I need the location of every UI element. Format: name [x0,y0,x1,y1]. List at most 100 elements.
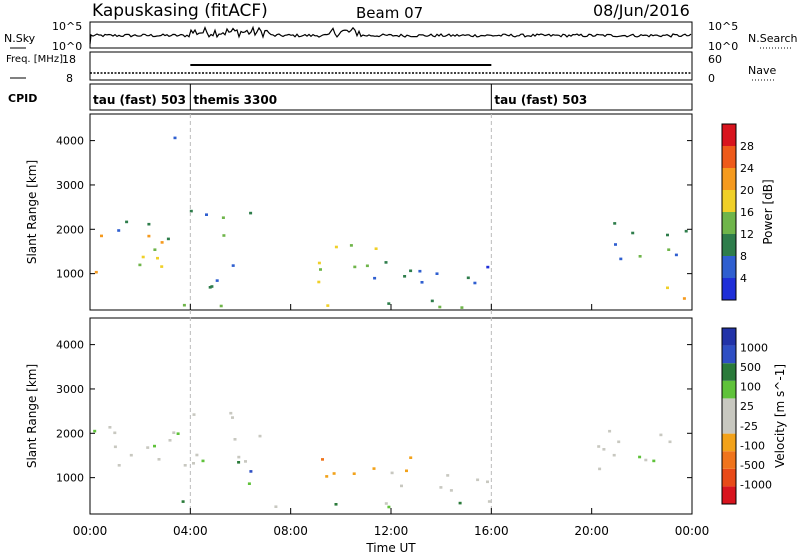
colorbar-frame [721,123,737,301]
range-cell [430,299,434,303]
range-cell [458,501,462,505]
range-cell [326,304,330,307]
x-tick-label: 04:00 [173,524,208,538]
range-cell [631,231,635,235]
range-cell [638,455,642,459]
noise-left-tick-bottom: 10^0 [52,40,82,53]
range-cell [682,297,686,300]
range-cell [192,462,195,465]
range-cell [172,431,176,434]
x-tick-label: 12:00 [374,524,409,538]
range-cell [231,264,235,267]
noise-left-tick-top: 10^5 [52,20,82,33]
range-cell [365,264,369,268]
colorbar-tick-label: -500 [740,459,765,472]
range-cell [384,502,388,505]
range-cell [598,467,602,471]
range-cell [659,433,663,437]
colorbar-tick-label: -25 [740,420,758,433]
range-cell [237,455,241,459]
colorbar-swatch [722,486,736,504]
colorbar-swatch [722,380,736,399]
range-cell [409,456,413,459]
freq-label: Freq. [MHz] [6,54,63,65]
range-cell [156,256,159,260]
range-cell [219,304,223,308]
range-cell [153,444,156,448]
velocity-colorbar-label: Velocity [m s^-1] [773,364,787,468]
noise-panel: N.Sky 10^5 10^0 10^5 10^0 N.Search [4,20,798,53]
colorbar-swatch [722,256,736,278]
range-cell [317,261,321,265]
cpid-segment-label: tau (fast) 503 [494,93,587,107]
range-cell [100,234,103,238]
range-cell [597,445,601,448]
range-cell [418,269,422,273]
range-cell [403,275,407,278]
colorbar-tick-label: -1000 [740,478,772,491]
range-cell [353,265,357,269]
range-cell [438,305,442,309]
power-ylabel: Slant Range [km] [25,160,39,264]
range-cell [147,222,151,226]
y-tick-label: 3000 [56,383,84,396]
range-cell [466,276,470,280]
range-cell [93,429,97,433]
range-cell [247,482,251,485]
range-cell [317,280,321,284]
y-tick-label: 1000 [56,472,84,485]
range-cell [160,241,164,244]
power-colorbar-label: Power [dB] [761,179,775,244]
range-cell [674,253,678,257]
range-cell [400,484,403,488]
range-cell [176,432,180,435]
colorbar-tick-label: 24 [740,162,754,175]
power-panel: 1000 2000 3000 4000 Slant Range [km] 4 8 12 16… [25,113,775,311]
range-cell [666,286,669,290]
y-tick-label: 3000 [56,179,84,192]
colorbar-swatch [722,146,736,168]
x-tick-label: 20:00 [574,524,609,538]
colorbar-swatch [722,212,736,234]
range-cell [666,233,669,237]
range-cell [372,467,376,470]
range-cell [221,216,225,219]
range-cell [147,234,151,238]
range-cell [612,453,616,457]
range-cell [325,475,329,478]
range-cell [113,431,117,435]
range-cell [208,286,212,289]
colorbar-tick-label: 28 [740,140,754,153]
colorbar-tick-label: 8 [740,250,747,263]
freq-tick-bottom: 8 [66,72,73,85]
range-cell [166,237,170,241]
colorbar-tick-label: 16 [740,206,754,219]
range-cell [668,440,672,444]
range-cell [146,446,150,449]
nave-label: Nave [748,64,776,77]
range-cell [192,413,196,416]
range-cell [373,276,377,280]
range-cell [332,472,336,475]
range-cell [644,458,648,462]
x-axis-label: Time UT [365,541,416,554]
y-tick-label: 4000 [56,339,84,352]
range-cell [684,229,688,233]
range-cell [476,478,480,482]
colorbar-swatch [722,468,736,487]
nsearch-label: N.Search [748,32,798,45]
range-cell [129,453,133,457]
range-cell [321,458,324,461]
range-cell [652,459,656,463]
range-cell [334,245,338,249]
range-cell [215,279,219,282]
noise-right-tick-top: 10^5 [708,20,738,33]
range-cell [125,220,129,224]
colorbar-tick-label: 100 [740,381,761,394]
range-cell [439,486,443,489]
range-cell [258,434,262,438]
colorbar-swatch [722,168,736,190]
x-tick-label: 00:00 [675,524,710,538]
range-cell [667,248,671,251]
